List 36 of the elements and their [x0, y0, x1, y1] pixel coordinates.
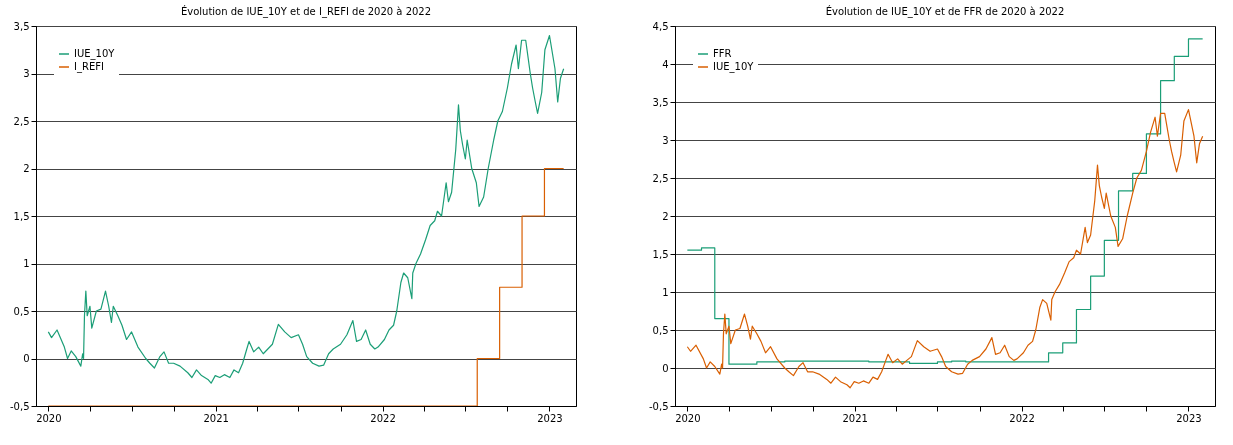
y-tick-label: 2: [23, 163, 30, 174]
y-tick-label: 3: [662, 134, 669, 146]
legend-label: IUE_10Y: [713, 61, 755, 73]
y-tick-label: 4,5: [652, 20, 669, 32]
y-tick-label: 4: [662, 58, 669, 70]
line-series: [686, 109, 1204, 389]
y-tick-label: 0,5: [13, 305, 30, 317]
x-tick-label: 2020: [36, 412, 62, 424]
legend-label: IUE_10Y: [74, 48, 116, 60]
y-tick-label: -0,5: [648, 400, 669, 412]
x-tick-label: 2023: [537, 412, 563, 424]
chart-title: Évolution de IUE_10Y et de I_REFI de 2020 à 2022: [180, 5, 432, 18]
x-tick-label: 2021: [203, 412, 229, 424]
legend-label: I_REFI: [74, 61, 104, 73]
x-tick-label: 2020: [675, 412, 701, 424]
y-tick-label: 1,5: [652, 248, 669, 260]
chart-title: Évolution de IUE_10Y et de FFR de 2020 à 2022: [825, 5, 1065, 18]
x-tick-label: 2023: [1176, 412, 1202, 424]
y-tick-label: 0,5: [652, 324, 669, 336]
y-tick-label: 3: [23, 68, 30, 79]
x-tick-label: 2022: [1009, 412, 1035, 424]
y-tick-label: 0: [662, 362, 669, 374]
y-tick-label: 3,5: [13, 20, 30, 32]
y-tick-label: 2: [662, 210, 669, 222]
y-tick-label: 1,5: [13, 210, 30, 222]
y-tick-label: -0,5: [9, 400, 30, 412]
legend-label: FFR: [713, 48, 732, 59]
y-tick-label: 1: [662, 286, 669, 298]
y-tick-label: 2,5: [13, 115, 30, 127]
y-tick-label: 0: [23, 353, 30, 364]
line-series: [47, 34, 565, 384]
x-tick-label: 2022: [370, 412, 396, 424]
y-tick-label: 3,5: [652, 96, 669, 108]
y-tick-label: 1: [23, 258, 30, 269]
y-tick-label: 2,5: [652, 172, 669, 184]
x-tick-label: 2021: [842, 412, 868, 424]
